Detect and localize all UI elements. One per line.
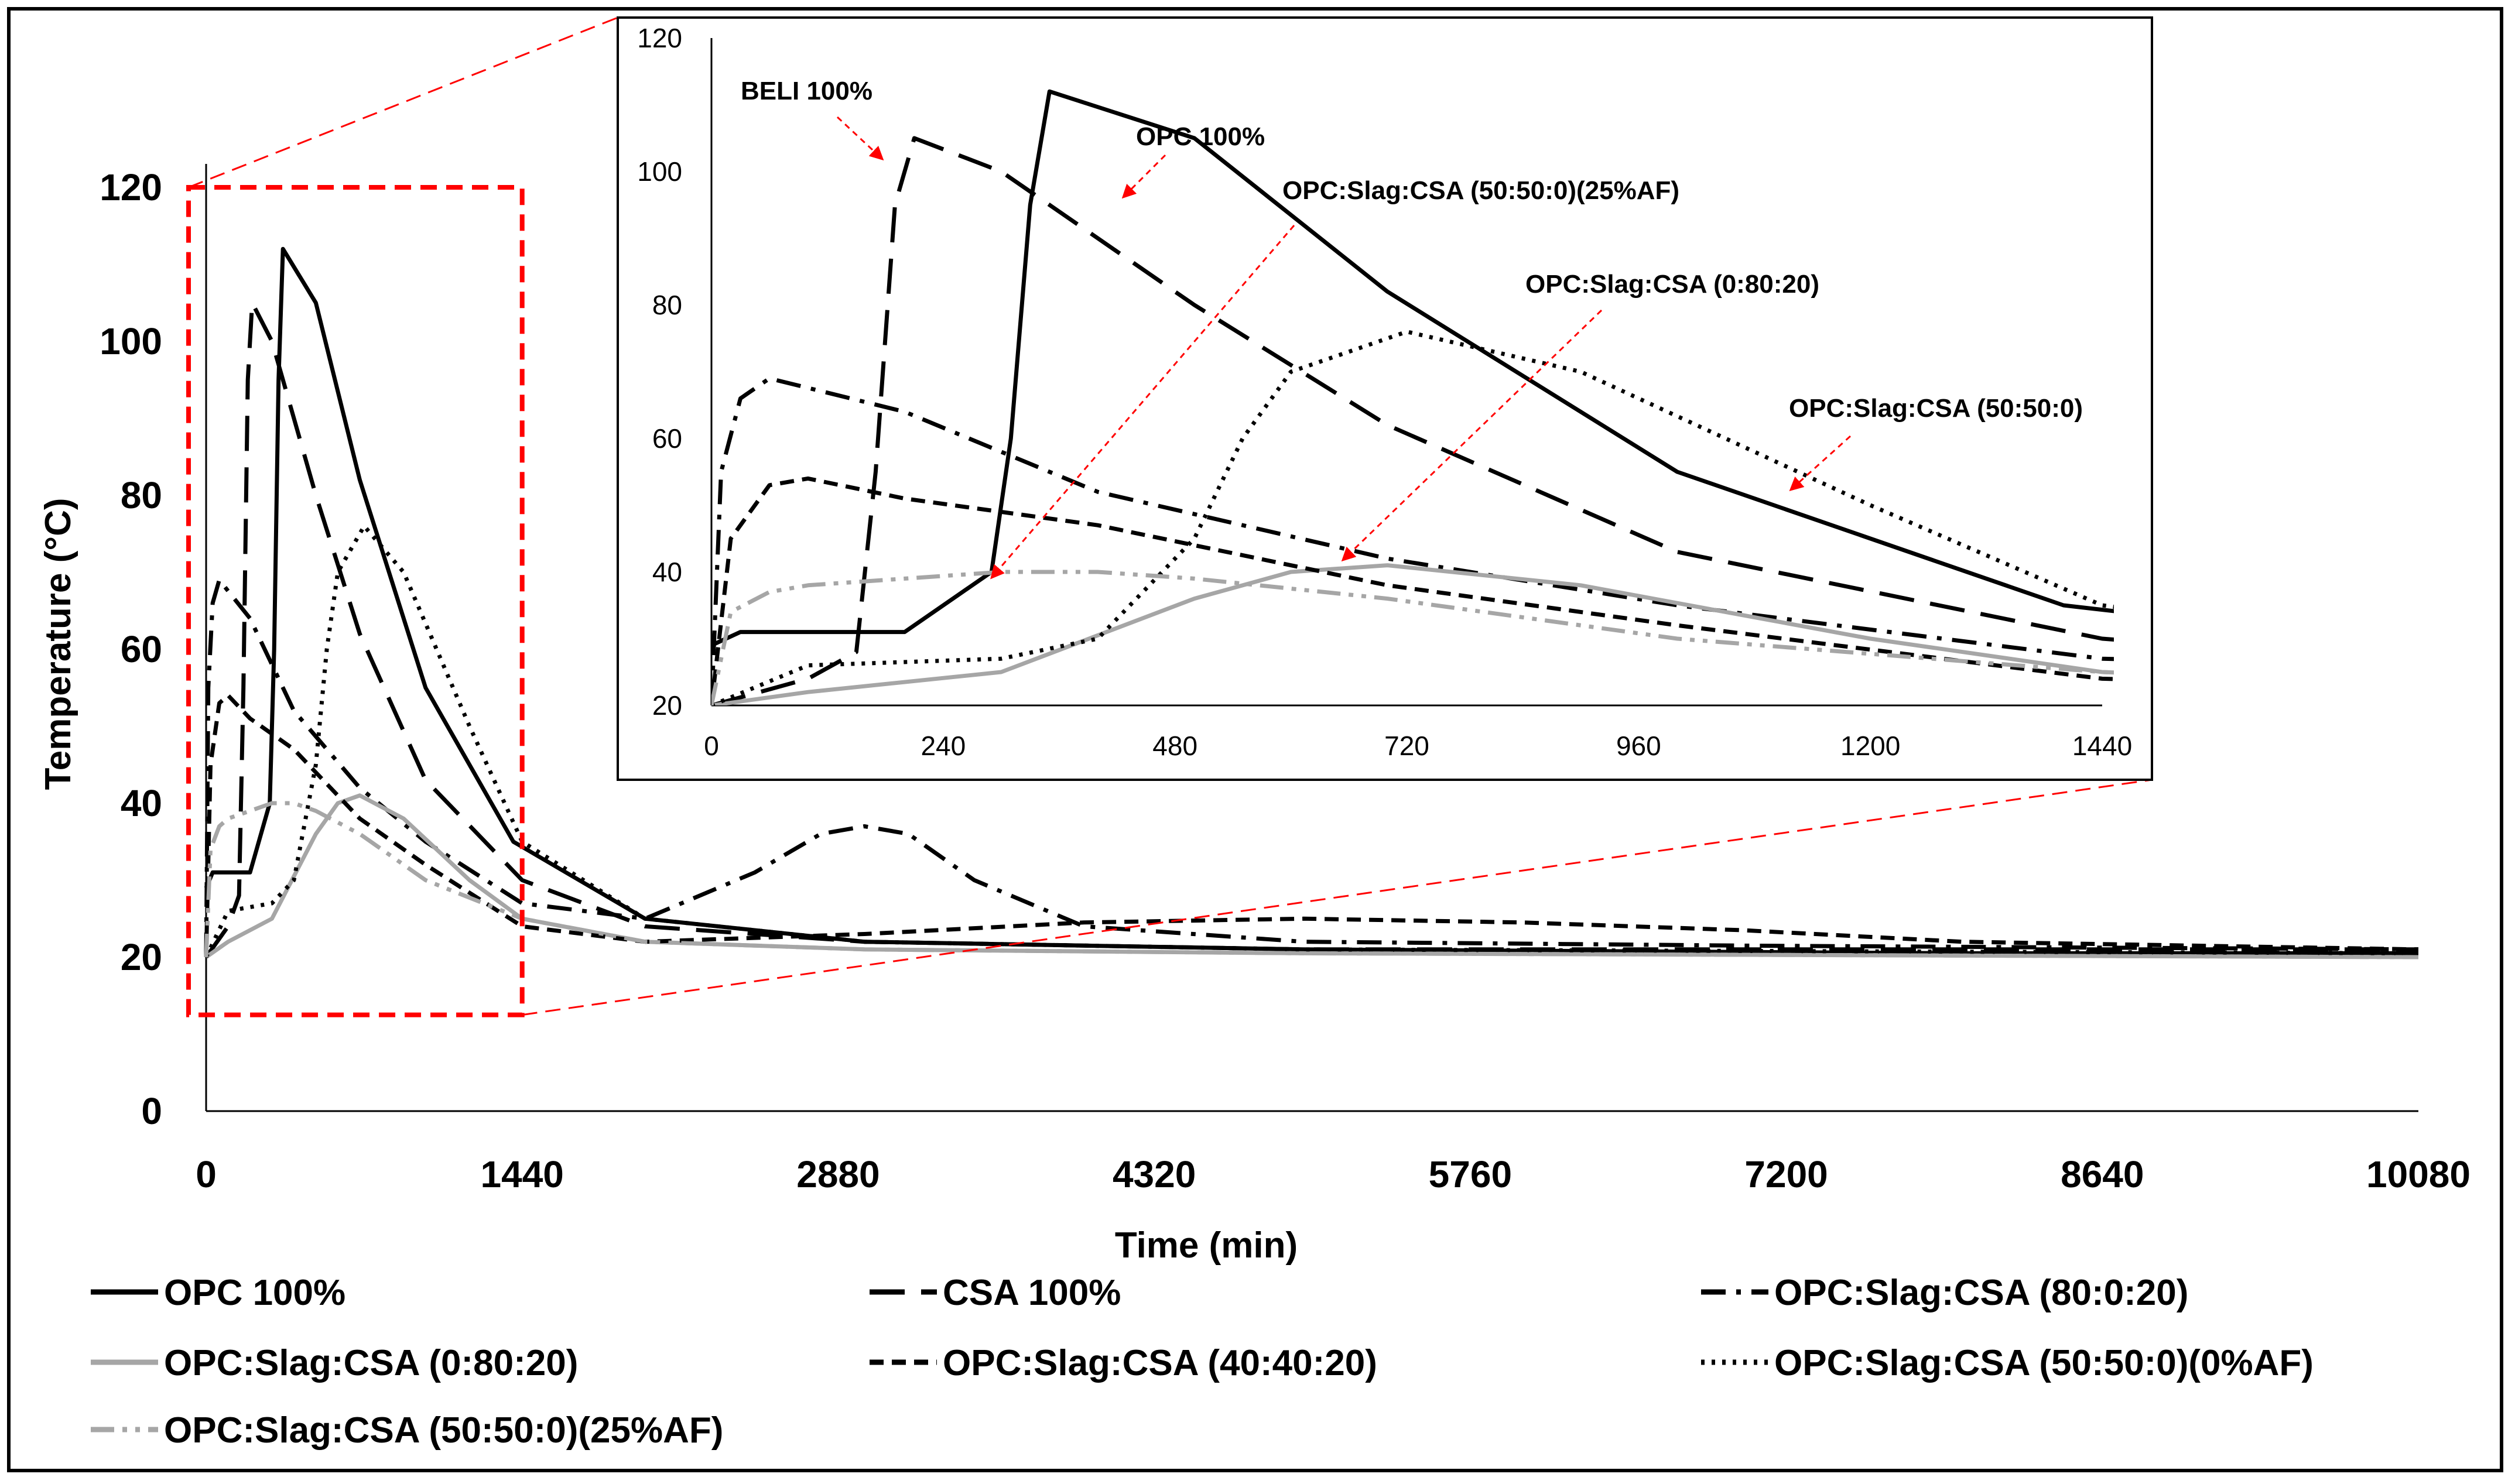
- main-x-tick-label: 8640: [2061, 1153, 2144, 1195]
- inset-y-tick-label: 20: [652, 690, 682, 721]
- main-y-tick-label: 100: [100, 320, 162, 362]
- main-series-line: [204, 793, 2419, 959]
- main-series-line: [204, 524, 2419, 958]
- inset-x-tick-label: 480: [1152, 731, 1197, 761]
- zoom-guides: [186, 16, 2153, 1017]
- inset-axes: [710, 38, 2102, 707]
- inset-x-tick-label: 720: [1384, 731, 1429, 761]
- zoom-guide-line: [188, 16, 618, 189]
- inset-x-tick-label: 0: [704, 731, 719, 761]
- main-y-tick-label: 40: [121, 782, 162, 824]
- main-x-tick-label: 1440: [481, 1153, 564, 1195]
- inset-series-line: [711, 136, 2114, 705]
- main-x-tick-label: 0: [196, 1153, 217, 1195]
- main-x-tick-label: 5760: [1429, 1153, 1512, 1195]
- y-axis-label: Temperature (°C): [38, 498, 78, 790]
- annotation-opc: OPC 100%: [1136, 122, 1265, 151]
- legend-label: OPC:Slag:CSA (0:80:20): [164, 1343, 578, 1383]
- main-x-tick-label: 10080: [2366, 1153, 2470, 1195]
- legend-label: CSA 100%: [943, 1273, 1121, 1313]
- inset-x-tick-label: 240: [921, 731, 966, 761]
- legend: OPC 100% CSA 100% OPC:Slag:CSA (80:0:20) OP…: [91, 1273, 2314, 1451]
- inset-frame: [617, 16, 2153, 781]
- annotation-arrow: [1789, 435, 1852, 492]
- main-x-tick-label: 7200: [1744, 1153, 1828, 1195]
- main-y-tick-label: 60: [121, 628, 162, 670]
- legend-label: OPC 100%: [164, 1273, 345, 1313]
- inset-series-line: [711, 476, 2114, 705]
- main-y-tick-label: 80: [121, 474, 162, 516]
- legend-label: OPC:Slag:CSA (40:40:20): [943, 1343, 1377, 1383]
- inset-y-tick-label: 40: [652, 557, 682, 587]
- main-x-tick-label: 4320: [1113, 1153, 1196, 1195]
- legend-label: OPC:Slag:CSA (50:50:0)(0%AF): [1774, 1343, 2314, 1383]
- main-series-line: [204, 300, 2418, 959]
- main-x-tick-label: 2880: [796, 1153, 880, 1195]
- legend-label: OPC:Slag:CSA (50:50:0)(25%AF): [164, 1410, 723, 1451]
- inset-y-tick-label: 100: [637, 156, 682, 187]
- main-series: [204, 246, 2419, 959]
- main-y-tick-label: 120: [100, 166, 162, 208]
- inset-y-tick-label: 80: [652, 290, 682, 320]
- inset-x-tick-label: 1440: [2072, 731, 2132, 761]
- inset-x-tick-label: 960: [1616, 731, 1661, 761]
- inset-annotations: BELI 100% OPC 100% OPC:Slag:CSA (50:50:0…: [741, 77, 2083, 580]
- main-y-tick-label: 0: [141, 1090, 162, 1132]
- inset-y-tick-label: 120: [637, 23, 682, 53]
- inset-series-line: [711, 570, 2114, 705]
- figure-frame: [7, 7, 2503, 1472]
- main-y-tick-label: 20: [121, 936, 162, 978]
- annotation-50500: OPC:Slag:CSA (50:50:0): [1789, 394, 2083, 423]
- x-axis-label: Time (min): [1115, 1225, 1298, 1266]
- inset-series-line: [711, 89, 2114, 647]
- main-series-line: [204, 693, 2419, 958]
- inset-series: [711, 89, 2114, 705]
- annotation-08020: OPC:Slag:CSA (0:80:20): [1525, 270, 1819, 299]
- zoom-region: [186, 185, 525, 1017]
- annotation-25af: OPC:Slag:CSA (50:50:0)(25%AF): [1282, 176, 1679, 205]
- inset-series-line: [711, 563, 2114, 705]
- zoom-guide-line: [522, 779, 2153, 1016]
- annotation-arrow: [990, 225, 1295, 580]
- annotation-beli: BELI 100%: [741, 77, 872, 105]
- inset-tick-labels: 0 240 480 720 960 1200 1440 20 40 60 80 100 120: [637, 23, 2132, 761]
- annotation-arrow: [1341, 309, 1603, 562]
- legend-label: OPC:Slag:CSA (80:0:20): [1774, 1273, 2188, 1313]
- inset-y-tick-label: 60: [652, 423, 682, 454]
- main-tick-labels: 0 1440 2880 4320 5760 7200 8640 100800204060801…: [100, 166, 2470, 1195]
- main-series-line: [204, 801, 2419, 959]
- inset-x-tick-label: 1200: [1840, 731, 1900, 761]
